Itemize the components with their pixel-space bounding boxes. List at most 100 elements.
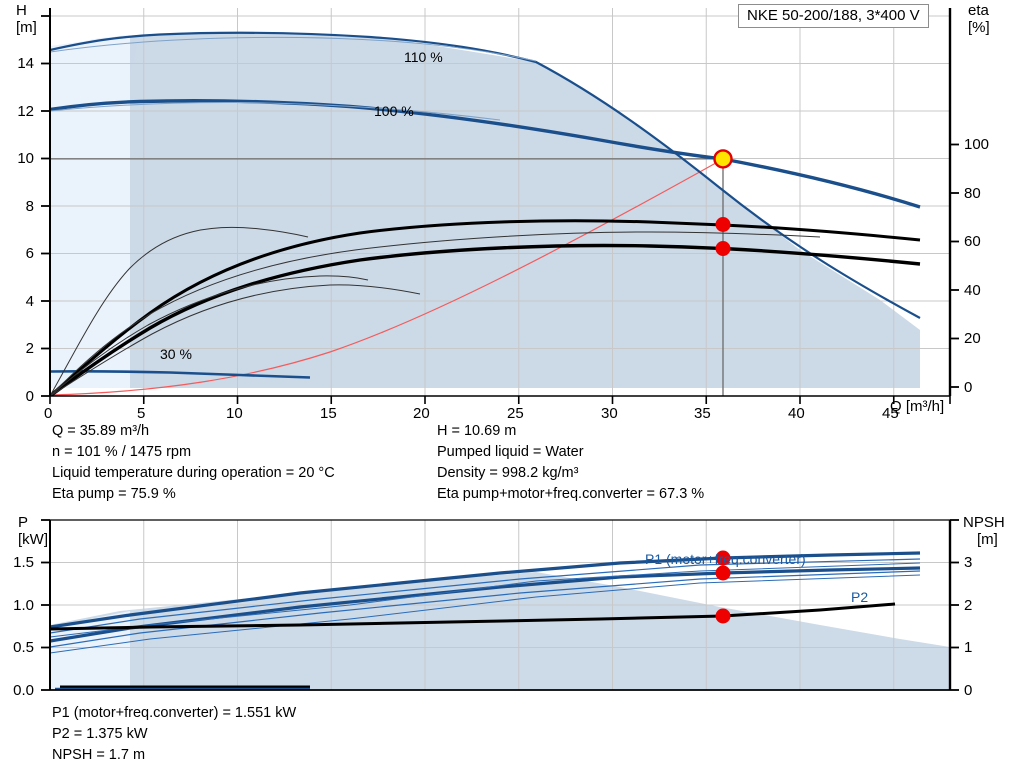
eta-aux-curve-3 bbox=[50, 275, 369, 396]
npsh-tick-2: 2 bbox=[964, 597, 973, 614]
curve-label-110: 110 % bbox=[404, 49, 443, 65]
head-curve-110 bbox=[50, 31, 921, 319]
q-tick-35: 35 bbox=[694, 405, 711, 422]
curve-label-30: 30 % bbox=[160, 346, 192, 362]
q-tick-0: 0 bbox=[44, 405, 53, 422]
operating-band-left-light bbox=[50, 35, 130, 388]
npsh-axis-symbol: NPSH bbox=[963, 514, 1005, 531]
head-curve-aux-mid bbox=[50, 101, 501, 121]
p1-curve bbox=[50, 551, 921, 629]
p2-marker bbox=[715, 565, 731, 581]
eta-pump-curve bbox=[50, 219, 921, 396]
system-curve bbox=[50, 158, 724, 396]
eta-tick-0: 0 bbox=[964, 379, 973, 396]
h-tick-0: 0 bbox=[25, 388, 34, 405]
h-tick-8: 8 bbox=[25, 198, 34, 215]
head-curve-100 bbox=[50, 99, 921, 209]
left-axis-ticks bbox=[41, 15, 50, 397]
head-curve-aux-top bbox=[50, 36, 537, 62]
eta-tick-80: 80 bbox=[964, 185, 981, 202]
p1-marker bbox=[715, 550, 731, 566]
curve-label-100: 100 % bbox=[374, 103, 414, 119]
x-axis-ticks bbox=[49, 396, 951, 404]
h-tick-4: 4 bbox=[25, 293, 34, 310]
eta-tick-20: 20 bbox=[964, 330, 981, 347]
eta-aux-curve-4 bbox=[50, 284, 421, 396]
q-tick-15: 15 bbox=[320, 405, 337, 422]
npsh-tick-0: 0 bbox=[964, 682, 973, 699]
h-axis-title: H [m] bbox=[16, 2, 37, 37]
p-tick-0: 0.0 bbox=[13, 682, 34, 699]
npsh-tick-1: 1 bbox=[964, 639, 973, 656]
npsh-axis-unit: [m] bbox=[977, 531, 998, 549]
h-tick-14: 14 bbox=[17, 55, 34, 72]
q-tick-45: 45 bbox=[882, 405, 899, 422]
p-tick-10: 1.0 bbox=[13, 597, 34, 614]
head-curve-30 bbox=[50, 370, 311, 379]
head-efficiency-chart: NKE 50-200/188, 3*400 V H [m] eta [%] Q … bbox=[16, 2, 990, 422]
eta-aux-curve-1 bbox=[50, 226, 309, 396]
h-axis-symbol: H bbox=[16, 2, 27, 19]
q-tick-20: 20 bbox=[413, 405, 430, 422]
h-axis-unit: [m] bbox=[16, 19, 37, 37]
info-eta-pump: Eta pump = 75.9 % bbox=[52, 486, 176, 502]
power-operating-band bbox=[50, 572, 950, 690]
npsh-curve bbox=[50, 602, 896, 631]
info-temperature: Liquid temperature during operation = 20… bbox=[52, 465, 335, 481]
curve-label-p2: P2 bbox=[851, 589, 869, 605]
p-axis-title: P [kW] bbox=[18, 514, 48, 549]
q-tick-25: 25 bbox=[507, 405, 524, 422]
p-axis-unit: [kW] bbox=[18, 531, 48, 549]
p-tick-05: 0.5 bbox=[13, 639, 34, 656]
info-npsh: NPSH = 1.7 m bbox=[52, 747, 146, 763]
eta-total-marker bbox=[715, 241, 731, 256]
info-p1: P1 (motor+freq.converter) = 1.551 kW bbox=[52, 705, 297, 721]
info-pumped-liquid: Pumped liquid = Water bbox=[437, 444, 584, 460]
h-tick-2: 2 bbox=[25, 340, 34, 357]
p-aux-curve-2 bbox=[50, 570, 921, 648]
info-q: Q = 35.89 m³/h bbox=[52, 423, 150, 439]
p-axis-symbol: P bbox=[18, 514, 29, 531]
info-h: H = 10.69 m bbox=[437, 423, 517, 439]
eta-axis-symbol: eta bbox=[968, 2, 989, 19]
eta-total-curve bbox=[50, 243, 921, 396]
eta-axis-title: eta [%] bbox=[968, 2, 990, 37]
info-density: Density = 998.2 kg/m³ bbox=[437, 465, 579, 481]
power-right-ticks bbox=[950, 519, 959, 691]
h-tick-6: 6 bbox=[25, 245, 34, 262]
power-npsh-chart: P [kW] NPSH [m] 0.0 0.5 1.0 1.5 0 1 2 3 … bbox=[0, 514, 1024, 700]
npsh-axis-title: NPSH [m] bbox=[963, 514, 1005, 549]
duty-point-marker bbox=[713, 149, 733, 169]
right-axis-ticks bbox=[950, 143, 959, 388]
q-tick-10: 10 bbox=[226, 405, 243, 422]
h-tick-10: 10 bbox=[17, 150, 34, 167]
info-speed: n = 101 % / 1475 rpm bbox=[52, 444, 192, 460]
npsh-marker bbox=[715, 608, 731, 624]
q-tick-5: 5 bbox=[137, 405, 146, 422]
npsh-tick-3: 3 bbox=[964, 554, 973, 571]
curve-label-p1: P1 (motor+freq.converter) bbox=[645, 551, 806, 567]
p-aux-curve-1 bbox=[50, 558, 921, 634]
q-tick-40: 40 bbox=[788, 405, 805, 422]
eta-tick-40: 40 bbox=[964, 282, 981, 299]
eta-tick-100: 100 bbox=[964, 136, 990, 153]
eta-pump-marker bbox=[715, 217, 731, 232]
q-tick-30: 30 bbox=[601, 405, 618, 422]
info-p2: P2 = 1.375 kW bbox=[52, 726, 148, 742]
duty-info-left: Q = 35.89 m³/h n = 101 % / 1475 rpm Liqu… bbox=[52, 421, 335, 505]
power-chart-svg bbox=[41, 519, 959, 691]
eta-tick-60: 60 bbox=[964, 233, 981, 250]
head-chart-svg bbox=[41, 8, 959, 404]
pump-title-box: NKE 50-200/188, 3*400 V bbox=[738, 4, 929, 28]
operating-band bbox=[50, 32, 920, 388]
power-left-ticks bbox=[41, 519, 50, 691]
p-aux-curve-4 bbox=[50, 574, 921, 654]
power-info: P1 (motor+freq.converter) = 1.551 kW P2 … bbox=[52, 703, 296, 766]
eta-axis-unit: [%] bbox=[968, 19, 990, 37]
duty-info-right: H = 10.69 m Pumped liquid = Water Densit… bbox=[437, 421, 704, 505]
eta-aux-curve-2 bbox=[50, 231, 821, 396]
p-tick-15: 1.5 bbox=[13, 554, 34, 571]
info-eta-total: Eta pump+motor+freq.converter = 67.3 % bbox=[437, 486, 705, 502]
q-axis-title: Q [m³/h] bbox=[890, 398, 945, 415]
